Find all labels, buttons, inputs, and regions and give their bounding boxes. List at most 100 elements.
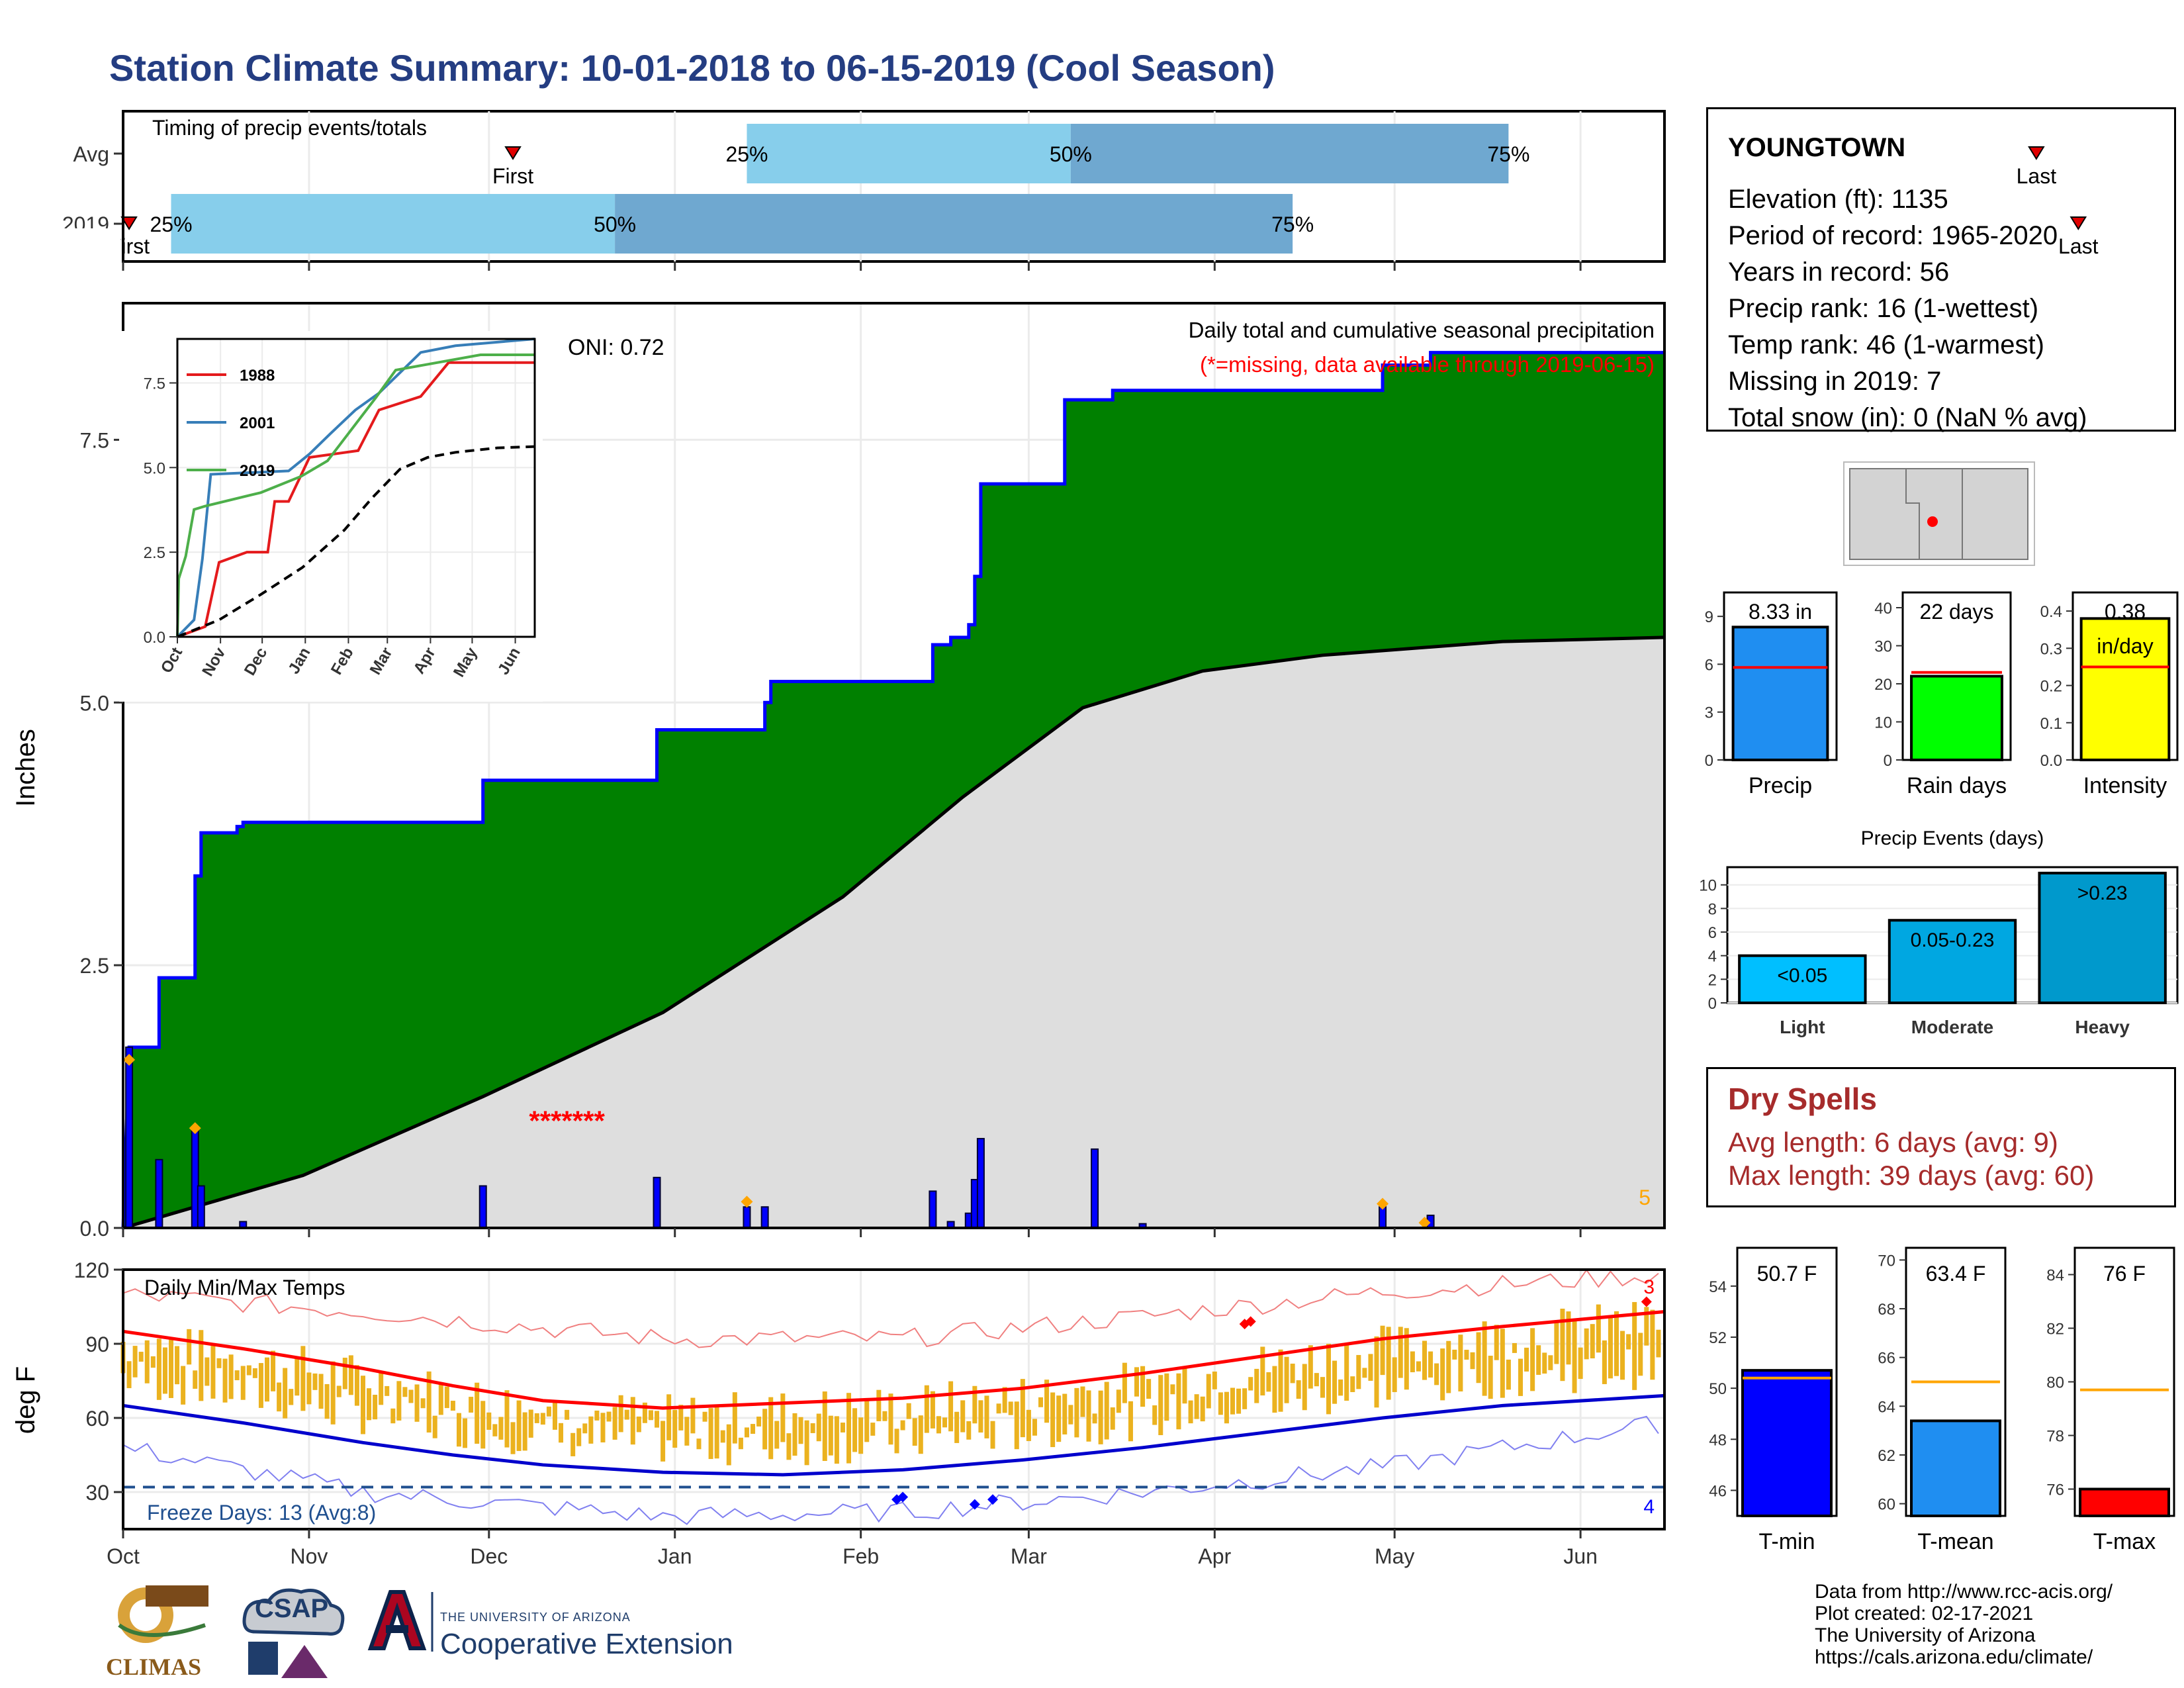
station-line: Total snow (in): 0 (NaN % avg) xyxy=(1728,403,2087,432)
daily-precip-bar xyxy=(743,1206,751,1229)
station-line: Years in record: 56 xyxy=(1728,258,1950,287)
daily-temp-bar xyxy=(210,1346,216,1399)
daily-temp-bar xyxy=(924,1385,929,1433)
daily-temp-bar xyxy=(162,1347,167,1394)
timing-p25: 25% xyxy=(725,142,768,166)
daily-temp-bar xyxy=(498,1417,504,1440)
freeze-days-label: Freeze Days: 13 (Avg:8) xyxy=(147,1501,376,1524)
daily-temp-bar xyxy=(1206,1374,1211,1409)
daily-temp-bar xyxy=(672,1409,678,1448)
record-high-count: 3 xyxy=(1643,1276,1655,1298)
inset-series-line xyxy=(176,338,535,638)
events-y-tick-label: 6 xyxy=(1708,924,1717,942)
daily-temp-bar xyxy=(295,1358,300,1396)
temp-summary-bar xyxy=(2079,1487,2170,1517)
daily-temp-bar xyxy=(1002,1387,1007,1413)
orange-marker xyxy=(741,1196,753,1208)
daily-temp-bar xyxy=(1554,1321,1559,1364)
daily-temp-bar xyxy=(486,1412,492,1430)
summary-y-tick-label: 0 xyxy=(1705,752,1713,770)
daily-temp-bar xyxy=(1542,1352,1547,1374)
summary-value: 8.33 in xyxy=(1749,600,1812,624)
daily-precip-bar xyxy=(155,1158,163,1229)
timing-p25: 25% xyxy=(150,212,192,236)
inset-frame xyxy=(176,338,536,638)
temp-summary-value: 50.7 F xyxy=(1757,1262,1817,1286)
climas-logo[interactable]: CLIMAS xyxy=(106,1579,218,1685)
logo-strip: CLIMAS CSAP THE UNIVERSITY OF ARIZONA Co… xyxy=(106,1579,768,1685)
daily-temp-bar xyxy=(1488,1356,1493,1399)
daily-temp-bar xyxy=(1038,1397,1044,1407)
credit-line: Plot created: 02-17-2021 xyxy=(1815,1603,2034,1624)
credit-line: https://cals.arizona.edu/climate/ xyxy=(1815,1646,2093,1668)
daily-temp-bar xyxy=(720,1430,725,1443)
daily-temp-bar xyxy=(126,1361,132,1389)
temp-summary-y-tick-label: 80 xyxy=(2046,1374,2064,1392)
daily-temp-bar xyxy=(456,1413,461,1447)
dry-spells-title: Dry Spells xyxy=(1728,1082,1877,1116)
daily-temp-bar xyxy=(354,1365,359,1406)
avg-min-line xyxy=(122,1393,1665,1477)
timing-heading: Timing of precip events/totals xyxy=(152,116,427,140)
timing-marker xyxy=(504,146,522,160)
daily-temp-bar xyxy=(1596,1304,1601,1353)
daily-temp-bar xyxy=(1422,1340,1428,1380)
daily-temp-bar xyxy=(1446,1340,1451,1393)
daily-temp-bar xyxy=(1068,1405,1073,1425)
timing-p50: 50% xyxy=(594,212,636,236)
daily-temp-bar xyxy=(402,1387,408,1397)
daily-temp-bar xyxy=(630,1397,635,1445)
credit-line: Data from http://www.rcc-acis.org/ xyxy=(1815,1581,2113,1603)
summary-value: 22 days xyxy=(1919,600,1993,624)
daily-temp-bar xyxy=(834,1416,839,1464)
daily-temp-bar xyxy=(258,1363,263,1408)
events-y-tick-label: 8 xyxy=(1708,900,1717,918)
daily-temp-bar xyxy=(522,1412,527,1451)
orange-marker xyxy=(1418,1217,1431,1229)
csap-logo[interactable]: CSAP xyxy=(235,1582,351,1681)
daily-temp-bar xyxy=(367,1388,372,1421)
daily-temp-bar xyxy=(636,1416,641,1432)
daily-temp-bar xyxy=(738,1437,743,1450)
daily-temp-bar xyxy=(379,1372,384,1405)
record-low-count: 4 xyxy=(1643,1496,1655,1518)
daily-temp-bar xyxy=(540,1413,545,1425)
inset-series-line xyxy=(177,361,535,638)
daily-temp-bar xyxy=(199,1330,204,1401)
month-label: Dec xyxy=(470,1544,508,1568)
daily-temp-bar xyxy=(864,1397,870,1442)
daily-temp-bar xyxy=(510,1422,516,1454)
daily-temp-bar xyxy=(1458,1335,1463,1391)
cumulative-2019-line xyxy=(121,351,1664,1229)
daily-temp-bar xyxy=(1494,1325,1499,1360)
temp-y-tick-label: 60 xyxy=(85,1407,109,1430)
inset-y-tick-label: 7.5 xyxy=(144,375,165,393)
daily-temp-bar xyxy=(1194,1394,1199,1419)
daily-temp-bar xyxy=(606,1411,612,1422)
daily-temp-bar xyxy=(1260,1346,1265,1396)
daily-temp-bar xyxy=(1290,1364,1295,1383)
daily-temp-bar xyxy=(816,1413,821,1442)
ua-logo[interactable]: THE UNIVERSITY OF ARIZONA Cooperative Ex… xyxy=(361,1585,758,1678)
daily-temp-bar xyxy=(480,1401,486,1449)
daily-temp-bar xyxy=(756,1416,762,1427)
temp-summary-label: T-max xyxy=(2093,1529,2156,1554)
timing-bar-50-75 xyxy=(615,194,1293,254)
events-bar-label: <0.05 xyxy=(1777,965,1827,987)
daily-temp-bar xyxy=(1602,1340,1607,1384)
daily-temp-bar xyxy=(762,1409,768,1450)
daily-temp-bar xyxy=(492,1424,498,1436)
daily-temp-bar xyxy=(1644,1307,1649,1346)
daily-temp-bar xyxy=(954,1411,960,1443)
daily-temp-bar xyxy=(300,1346,306,1411)
daily-temp-bar xyxy=(828,1415,833,1456)
daily-temp-bar xyxy=(504,1390,510,1448)
temp-summary-value: 63.4 F xyxy=(1926,1262,1986,1286)
daily-temp-bar xyxy=(1212,1371,1217,1389)
summary-label: Intensity xyxy=(2083,773,2167,798)
daily-temp-bar xyxy=(408,1389,414,1403)
daily-temp-bar xyxy=(810,1423,815,1433)
timing-marker xyxy=(2028,146,2045,160)
daily-temp-bar xyxy=(1158,1375,1163,1436)
